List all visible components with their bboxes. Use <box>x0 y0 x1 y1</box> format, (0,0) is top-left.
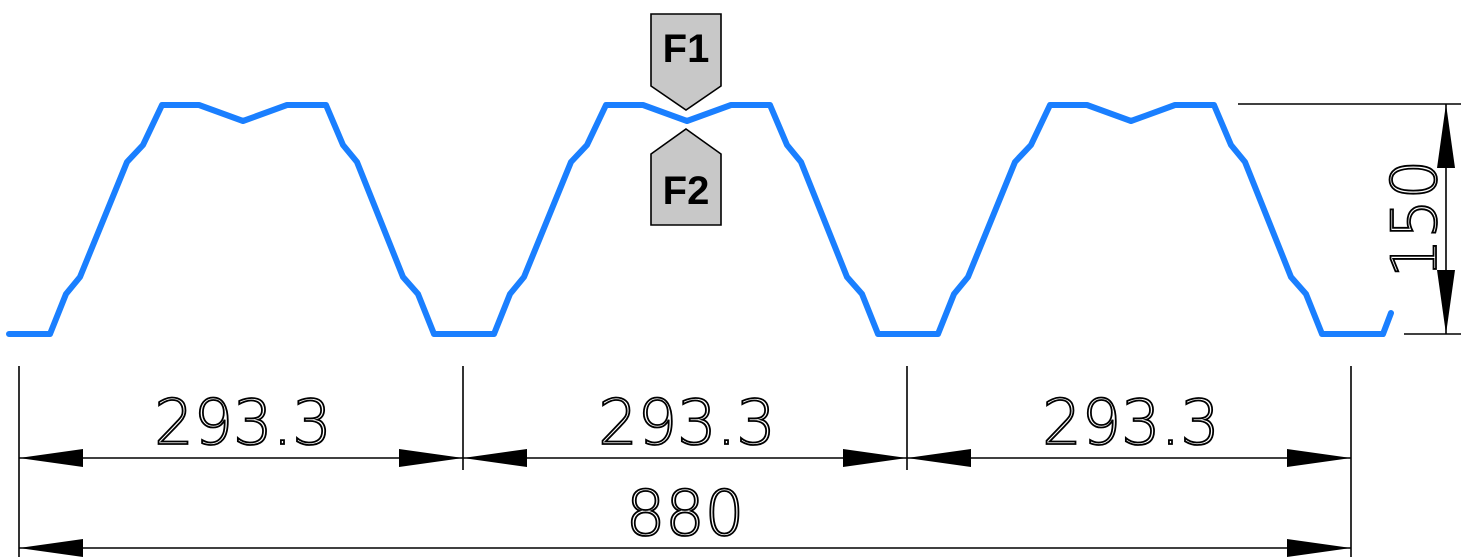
rib-arrow-2-left <box>463 449 527 467</box>
height-arrow-top <box>1437 104 1455 168</box>
total-width-value: 880 <box>626 477 744 550</box>
rib-arrow-3-right <box>1287 449 1351 467</box>
total-arrow-left <box>19 539 83 557</box>
total-arrow-right <box>1287 539 1351 557</box>
rib-arrow-1-right <box>399 449 463 467</box>
load-f2-label: F2 <box>663 169 710 213</box>
rib-spacing-value-1: 293.3 <box>154 386 332 459</box>
load-f1-label: F1 <box>663 27 710 71</box>
rib-arrow-2-right <box>843 449 907 467</box>
rib-spacing-dimension <box>18 366 1352 557</box>
rib-spacing-value-2: 293.3 <box>598 386 776 459</box>
height-value: 150 <box>1378 160 1451 278</box>
height-dimension <box>1238 103 1461 335</box>
rib-arrow-1-left <box>19 449 83 467</box>
height-arrow-bottom <box>1437 270 1455 334</box>
load-f1-arrow-shape <box>650 13 722 111</box>
load-f2-marker: F2 <box>650 128 722 226</box>
load-f2-arrow-shape <box>650 128 722 226</box>
trapezoidal-profile-line <box>6 102 1394 337</box>
rib-arrow-3-left <box>907 449 971 467</box>
rib-spacing-value-3: 293.3 <box>1042 386 1220 459</box>
load-f1-marker: F1 <box>650 13 722 111</box>
